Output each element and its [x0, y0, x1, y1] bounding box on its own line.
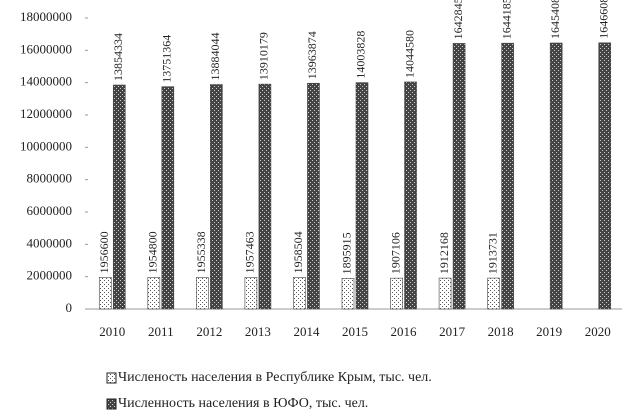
bar — [196, 277, 209, 310]
x-tick-label: 2017 — [439, 324, 466, 339]
y-tick-label: 2000000 — [27, 268, 73, 283]
y-tick-label: 18000000 — [20, 9, 72, 24]
bar — [438, 277, 452, 310]
y-tick-label: 6000000 — [27, 203, 73, 218]
bar — [307, 82, 320, 310]
bar — [98, 277, 112, 310]
x-tick-label: 2019 — [536, 324, 562, 339]
x-tick-label: 2020 — [585, 324, 611, 339]
value-label: 13963874 — [305, 31, 319, 79]
value-label: 1907106 — [388, 232, 402, 274]
x-tick-label: 2018 — [488, 324, 514, 339]
bar — [598, 42, 612, 310]
value-label: 1958504 — [291, 231, 305, 273]
bar — [244, 277, 258, 310]
value-label: 1954800 — [146, 231, 160, 273]
value-label: 13910179 — [257, 32, 271, 80]
x-tick-label: 2010 — [99, 324, 125, 339]
legend-swatch — [106, 398, 117, 410]
x-tick-label: 2016 — [391, 324, 418, 339]
value-label: 1955338 — [194, 231, 208, 273]
bar — [390, 277, 403, 310]
bar — [147, 277, 161, 310]
bar — [549, 42, 563, 310]
y-tick-label: 0 — [66, 300, 73, 315]
y-tick-label: 12000000 — [20, 106, 72, 121]
x-tick-label: 2011 — [148, 324, 174, 339]
value-label: 13854334 — [111, 33, 125, 81]
bar — [258, 83, 272, 310]
bar — [487, 277, 500, 310]
y-tick-label: 8000000 — [27, 171, 73, 186]
value-label: 16466084 — [596, 0, 610, 39]
x-tick-label: 2013 — [245, 324, 271, 339]
bar — [355, 82, 369, 310]
bar — [112, 84, 126, 310]
bar — [210, 84, 223, 310]
bar — [341, 278, 355, 310]
value-label: 1912168 — [437, 232, 451, 274]
x-tick-label: 2012 — [196, 324, 222, 339]
bar — [293, 277, 306, 310]
legend-label: Численность населения в ЮФО, тыс. чел. — [118, 396, 368, 411]
y-tick-label: 14000000 — [20, 74, 72, 89]
value-label: 13751364 — [160, 35, 174, 83]
value-label: 1957463 — [243, 231, 257, 273]
bar — [501, 42, 514, 310]
bar — [452, 43, 466, 310]
bar — [404, 81, 417, 310]
value-label: 1895915 — [340, 232, 354, 274]
value-label: 16428458 — [451, 0, 465, 39]
value-label: 13884044 — [208, 33, 222, 81]
legend-swatch — [106, 372, 117, 384]
x-tick-label: 2015 — [342, 324, 368, 339]
x-tick-label: 2014 — [293, 324, 320, 339]
y-tick-label: 4000000 — [27, 235, 73, 250]
y-tick-label: 16000000 — [20, 41, 72, 56]
value-label: 14003828 — [354, 31, 368, 79]
legend-label: Численость населения в Республике Крым, … — [118, 370, 432, 385]
value-label: 1956600 — [97, 231, 111, 273]
value-label: 16441852 — [499, 0, 513, 39]
y-tick-label: 10000000 — [20, 138, 72, 153]
value-label: 16454084 — [548, 0, 562, 39]
value-label: 1913731 — [485, 232, 499, 274]
bar — [161, 86, 175, 310]
value-label: 14044580 — [402, 30, 416, 78]
